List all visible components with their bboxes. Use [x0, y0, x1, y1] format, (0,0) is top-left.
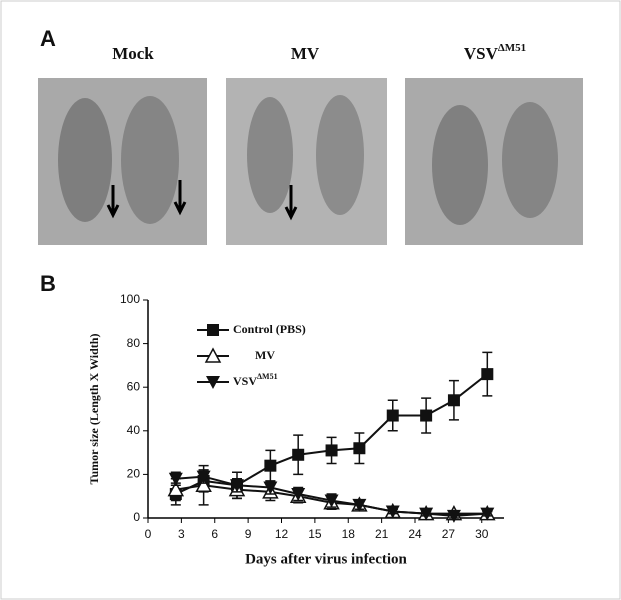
data-point: [195, 476, 212, 493]
legend-label: VSVΔM51: [233, 372, 278, 388]
y-tick-label: 60: [127, 379, 141, 393]
data-point: [480, 507, 495, 521]
legend-label: Control (PBS): [233, 322, 306, 336]
y-tick-label: 0: [133, 510, 140, 524]
x-tick-label: 15: [308, 527, 322, 541]
x-tick-label: 24: [408, 527, 422, 541]
data-point: [291, 488, 306, 502]
y-tick-label: 20: [127, 467, 141, 481]
x-tick-label: 21: [375, 527, 389, 541]
data-point: [292, 448, 305, 461]
photo: [226, 78, 387, 245]
x-axis-label: Days after virus infection: [245, 551, 407, 567]
photo: [38, 78, 207, 245]
y-tick-label: 40: [127, 423, 141, 437]
legend-name: MV: [255, 348, 275, 362]
data-point: [386, 409, 399, 422]
x-tick-label: 18: [342, 527, 356, 541]
data-point: [385, 505, 400, 519]
x-tick-label: 30: [475, 527, 489, 541]
legend-name: Control (PBS): [233, 322, 306, 336]
photo-label: Mock: [112, 44, 154, 63]
data-point: [352, 498, 367, 512]
data-point: [167, 481, 185, 497]
y-tick-label: 100: [120, 292, 140, 306]
photo-label: MV: [291, 44, 320, 63]
legend-name: VSV: [233, 374, 257, 388]
series-line: [175, 373, 488, 495]
data-point: [325, 444, 338, 457]
legend-label: MV: [255, 348, 275, 362]
panel-letter: A: [40, 26, 56, 51]
legend-sup: ΔM51: [257, 372, 278, 381]
photo-label: VSVΔM51: [464, 42, 526, 63]
y-tick-label: 80: [127, 336, 141, 350]
data-point: [353, 442, 366, 455]
data-point: [420, 409, 433, 422]
data-point: [168, 472, 183, 486]
legend-marker: [206, 376, 220, 389]
x-tick-label: 12: [275, 527, 289, 541]
data-point: [447, 394, 460, 407]
x-tick-label: 0: [145, 527, 152, 541]
data-point: [324, 494, 339, 508]
data-point: [419, 507, 434, 521]
data-point: [230, 479, 244, 493]
x-tick-label: 27: [442, 527, 456, 541]
data-point: [446, 509, 461, 523]
legend-marker: [204, 347, 222, 363]
legend-marker: [207, 324, 219, 336]
data-point: [196, 470, 211, 484]
photo: [405, 78, 583, 245]
x-tick-label: 6: [211, 527, 218, 541]
x-tick-label: 9: [245, 527, 252, 541]
data-point: [263, 481, 278, 495]
data-point: [481, 368, 494, 381]
x-tick-label: 3: [178, 527, 185, 541]
data-point: [264, 459, 277, 472]
panel-letter: B: [40, 271, 56, 296]
y-axis-label: Tumor size (Length X Width): [87, 334, 101, 485]
